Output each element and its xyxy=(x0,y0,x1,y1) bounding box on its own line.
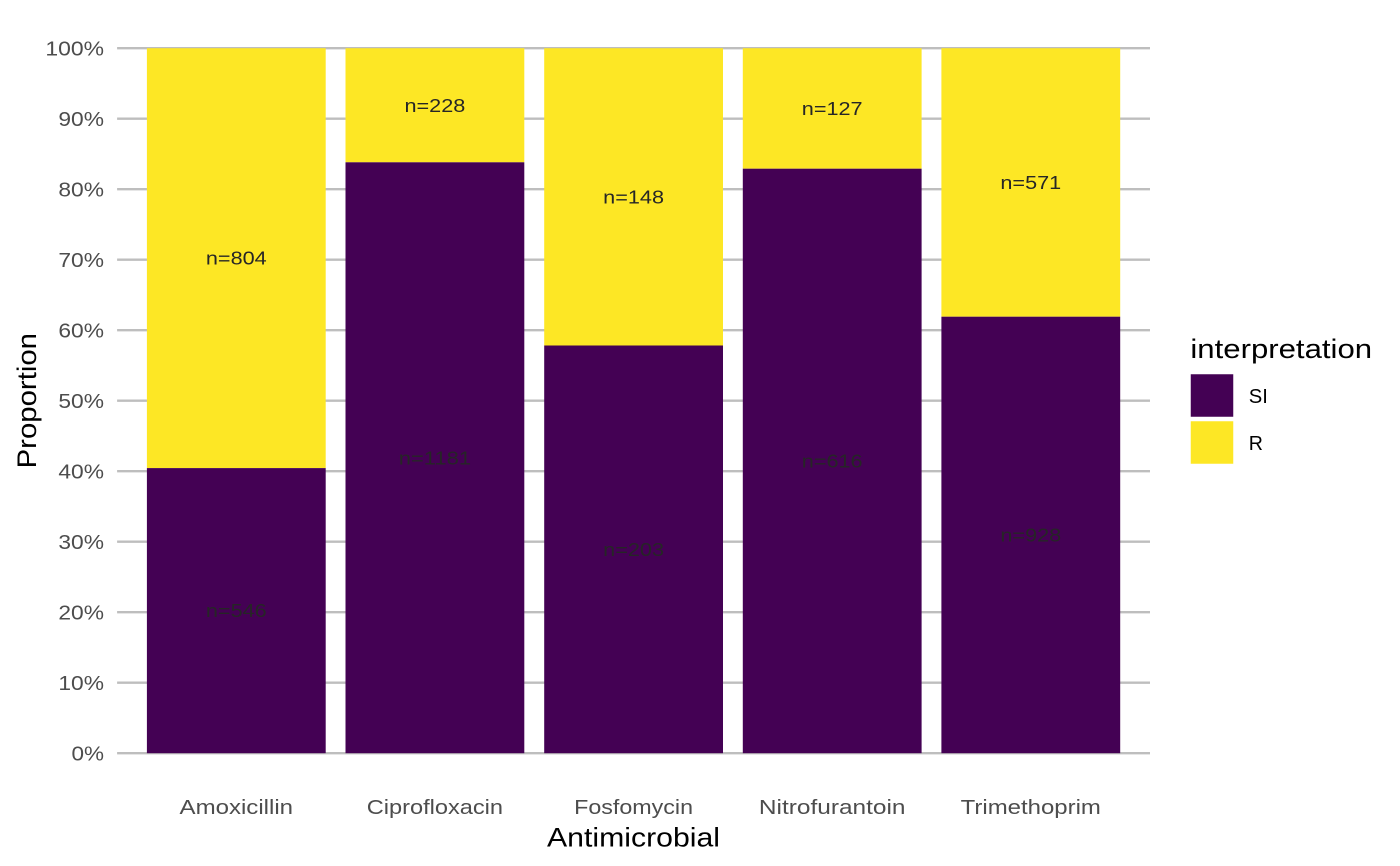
svg-text:50%: 50% xyxy=(58,390,104,413)
svg-text:Antimicrobial: Antimicrobial xyxy=(547,823,720,853)
svg-text:n=571: n=571 xyxy=(1000,173,1061,193)
svg-text:Trimethoprim: Trimethoprim xyxy=(961,796,1101,819)
svg-text:interpretation: interpretation xyxy=(1190,334,1372,364)
svg-text:90%: 90% xyxy=(58,108,104,131)
svg-text:80%: 80% xyxy=(58,179,104,202)
svg-text:n=148: n=148 xyxy=(603,187,664,207)
svg-text:n=546: n=546 xyxy=(206,601,267,621)
svg-text:R: R xyxy=(1249,432,1263,455)
svg-text:n=203: n=203 xyxy=(603,540,664,560)
svg-text:n=928: n=928 xyxy=(1000,526,1061,546)
svg-text:n=1181: n=1181 xyxy=(399,448,471,468)
svg-text:Nitrofurantoin: Nitrofurantoin xyxy=(759,796,906,819)
svg-text:n=228: n=228 xyxy=(405,96,466,116)
svg-text:40%: 40% xyxy=(58,461,104,484)
svg-text:n=127: n=127 xyxy=(802,99,863,119)
svg-text:n=804: n=804 xyxy=(206,249,267,269)
svg-text:70%: 70% xyxy=(58,249,104,272)
svg-text:100%: 100% xyxy=(45,38,104,61)
svg-text:Amoxicillin: Amoxicillin xyxy=(180,796,294,819)
svg-text:Fosfomycin: Fosfomycin xyxy=(574,796,693,819)
svg-text:Proportion: Proportion xyxy=(12,333,42,468)
svg-text:n=616: n=616 xyxy=(802,452,863,472)
svg-text:Ciprofloxacin: Ciprofloxacin xyxy=(367,796,503,819)
svg-text:0%: 0% xyxy=(72,743,105,766)
svg-text:10%: 10% xyxy=(58,672,104,695)
svg-text:30%: 30% xyxy=(58,531,104,554)
svg-text:SI: SI xyxy=(1249,385,1268,408)
svg-text:60%: 60% xyxy=(58,320,104,343)
svg-text:20%: 20% xyxy=(58,602,104,625)
